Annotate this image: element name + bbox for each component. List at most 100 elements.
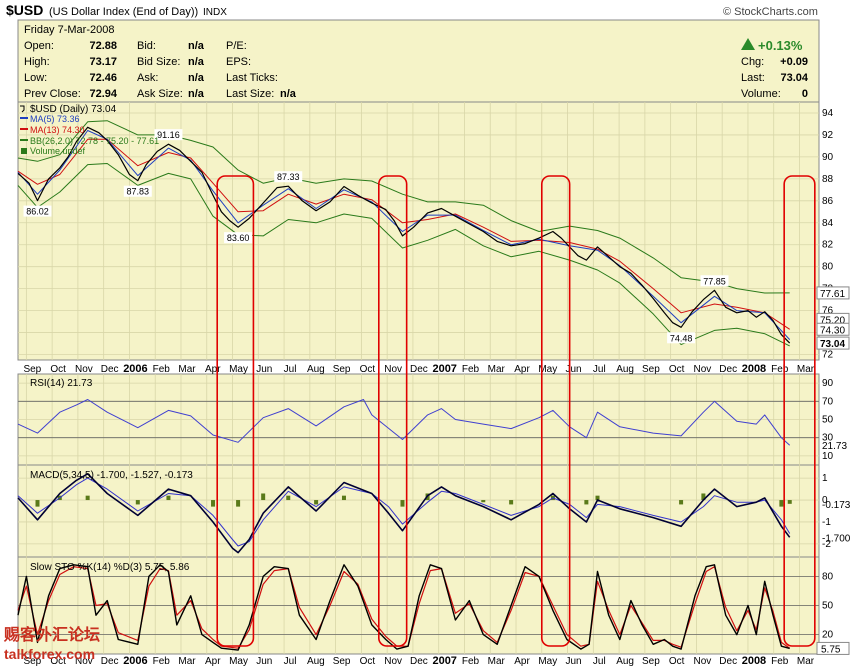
- x-tick-label: Mar: [797, 364, 815, 375]
- y-tick-label: 92: [822, 130, 834, 141]
- value-tag: 74.30: [820, 325, 845, 336]
- macd-histogram-bar: [35, 500, 40, 507]
- y-tick-label: 94: [822, 108, 834, 119]
- x-tick-label-bottom: Oct: [360, 656, 376, 667]
- bid-size-label: Bid Size:: [137, 56, 180, 68]
- macd-histogram-bar: [787, 500, 792, 504]
- y-tick-label: 80: [822, 262, 834, 273]
- last-ticks-label: Last Ticks:: [226, 72, 278, 84]
- x-tick-label: 2007: [432, 363, 456, 375]
- y-tick-label: 1: [822, 473, 828, 484]
- value-tag-box: [816, 322, 850, 336]
- x-tick-label-bottom: Dec: [410, 656, 428, 667]
- x-tick-label: Feb: [771, 364, 789, 375]
- ask-label: Ask:: [137, 72, 158, 84]
- price-legend: $USD (Daily) 73.04 MA(5) 73.36 MA(13) 74…: [20, 104, 159, 156]
- x-tick-label-bottom: Mar: [178, 656, 196, 667]
- x-tick-label-bottom: Apr: [205, 656, 221, 667]
- high-value: 73.17: [89, 56, 117, 68]
- x-tick-label-bottom: Feb: [771, 656, 789, 667]
- last-size-label: Last Size:: [226, 88, 274, 100]
- macd-histogram-bar: [314, 500, 319, 505]
- x-tick-label-bottom: Sep: [642, 656, 660, 667]
- price-annotation-bg: [274, 171, 303, 183]
- price-panel: [17, 101, 820, 361]
- ask-size-label: Ask Size:: [137, 88, 183, 100]
- highlight-box: [783, 175, 816, 647]
- macd-histogram-bar: [779, 500, 784, 507]
- sto-value-tag: 5.75: [821, 644, 841, 655]
- x-tick-label-bottom: Dec: [101, 656, 119, 667]
- x-tick-label-bottom: May: [229, 656, 248, 667]
- macd-value-tag: -1.700: [822, 533, 851, 544]
- macd-histogram-bar: [85, 495, 90, 501]
- price-annotation-bg: [154, 129, 183, 141]
- volume-label: Volume:: [741, 88, 781, 100]
- price-annotation: 86.02: [26, 207, 49, 217]
- x-tick-label: Aug: [307, 364, 325, 375]
- high-label: High:: [24, 56, 50, 68]
- pe-label: P/E:: [226, 40, 247, 52]
- up-arrow-icon: [741, 38, 755, 50]
- x-tick-label: Sep: [23, 364, 41, 375]
- bid-size-value: n/a: [188, 56, 205, 68]
- x-tick-label-bottom: Sep: [333, 656, 351, 667]
- price-annotation: 83.60: [227, 233, 250, 243]
- x-tick-label-bottom: May: [538, 656, 557, 667]
- eps-label: EPS:: [226, 56, 251, 68]
- x-tick-label-bottom: Nov: [384, 656, 402, 667]
- y-tick-label: -2: [822, 539, 831, 550]
- x-tick-label-bottom: 2007: [432, 655, 456, 667]
- x-tick-label-bottom: Sep: [23, 656, 41, 667]
- x-tick-label-bottom: Jun: [256, 656, 272, 667]
- ask-value: n/a: [188, 72, 205, 84]
- series-layer: Sep Sep Oct Oct Nov Nov Dec Dec 2006 2006 Feb Feb Ma…: [17, 108, 851, 667]
- macd-histogram-bar: [701, 493, 706, 501]
- y-tick-label: -1: [822, 517, 831, 528]
- x-tick-label-bottom: Feb: [153, 656, 171, 667]
- x-tick-label: May: [229, 364, 248, 375]
- legend-volume: Volume undef: [30, 146, 86, 156]
- x-tick-label: Jun: [256, 364, 272, 375]
- chart-name: (US Dollar Index (End of Day)): [49, 6, 198, 18]
- change-percent: +0.13%: [758, 38, 803, 53]
- y-tick-label: 90: [822, 378, 834, 389]
- price-annotation: 87.83: [127, 187, 150, 197]
- x-tick-label: Sep: [642, 364, 660, 375]
- price-annotation-bg: [224, 232, 253, 244]
- prev-close-value: 72.94: [89, 88, 117, 100]
- y-tick-label: 72: [822, 350, 834, 361]
- bb-upper-line: [17, 120, 790, 294]
- x-tick-label: May: [538, 364, 557, 375]
- x-tick-label: Dec: [410, 364, 428, 375]
- last-size-value: n/a: [280, 88, 297, 100]
- y-tick-label: 50: [822, 415, 834, 426]
- ask-size-value: n/a: [188, 88, 205, 100]
- quote-panel: [17, 19, 820, 103]
- x-tick-label-bottom: Aug: [616, 656, 634, 667]
- macd-title: MACD(5,34,5) -1.700, -1.527, -0.173: [30, 470, 193, 481]
- chg-value: +0.09: [780, 56, 808, 68]
- macd-histogram-bar: [261, 493, 266, 501]
- bid-label: Bid:: [137, 40, 156, 52]
- macd-histogram-bar: [400, 500, 405, 507]
- ma5-line: [17, 130, 791, 340]
- x-tick-label: Apr: [514, 364, 530, 375]
- open-label: Open:: [24, 40, 54, 52]
- x-tick-label: Jul: [284, 364, 297, 375]
- macd-histogram-bar: [595, 495, 600, 501]
- y-tick-label: 82: [822, 240, 834, 251]
- x-tick-label-bottom: Feb: [462, 656, 480, 667]
- x-tick-label: 2006: [123, 363, 147, 375]
- x-tick-label: Mar: [488, 364, 506, 375]
- x-tick-label: Aug: [616, 364, 634, 375]
- x-tick-label: Feb: [462, 364, 480, 375]
- y-tick-label: 88: [822, 174, 834, 185]
- macd-histogram-bar: [135, 500, 140, 505]
- rsi-line: [17, 399, 791, 446]
- x-tick-label: Nov: [384, 364, 402, 375]
- bb-lower-line: [17, 163, 790, 347]
- macd-histogram-bar: [341, 495, 346, 501]
- x-tick-label-bottom: Oct: [50, 656, 66, 667]
- highlight-box: [216, 175, 255, 647]
